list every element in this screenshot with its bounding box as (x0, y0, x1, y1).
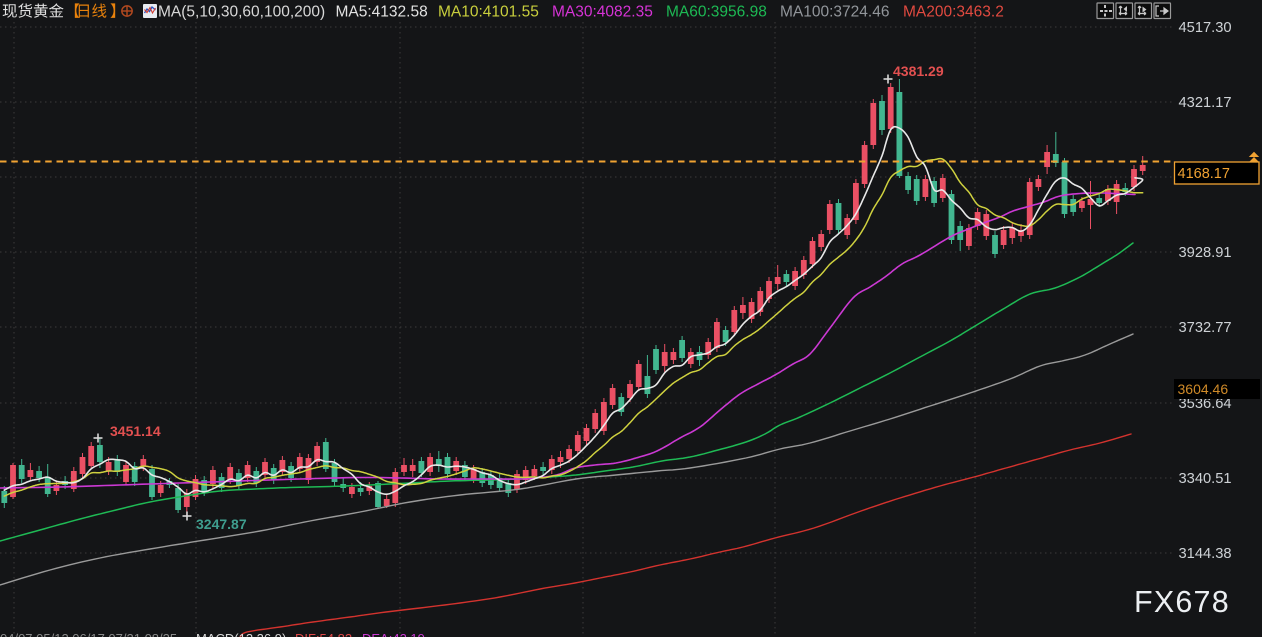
svg-text:MA100:3724.46: MA100:3724.46 (780, 4, 889, 21)
svg-text:DIF:54.82: DIF:54.82 (295, 631, 352, 637)
svg-text:MA5:4132.58: MA5:4132.58 (336, 4, 428, 21)
svg-text:3604.46: 3604.46 (1178, 381, 1229, 397)
svg-text:DEA:42.19: DEA:42.19 (362, 631, 425, 637)
svg-text:3340.51: 3340.51 (1179, 471, 1232, 487)
svg-text:4517.30: 4517.30 (1179, 20, 1232, 36)
svg-text:4381.29: 4381.29 (893, 63, 944, 79)
svg-text:3732.77: 3732.77 (1179, 320, 1232, 336)
svg-text:MA30:4082.35: MA30:4082.35 (552, 4, 653, 21)
svg-text:MA60:3956.98: MA60:3956.98 (666, 4, 767, 21)
svg-text:4168.17: 4168.17 (1178, 166, 1230, 182)
svg-text:3451.14: 3451.14 (110, 423, 161, 439)
svg-text:FX678: FX678 (1134, 585, 1230, 619)
svg-text:3144.38: 3144.38 (1179, 546, 1232, 562)
svg-text:MA10:4101.55: MA10:4101.55 (438, 4, 539, 21)
svg-text:MA(5,10,30,60,100,200): MA(5,10,30,60,100,200) (158, 4, 325, 21)
svg-text:3247.87: 3247.87 (196, 516, 247, 532)
svg-text:MACD(12,26,9): MACD(12,26,9) (196, 631, 286, 637)
svg-text:04/07 05/12 06/17 07/21 08/25: 04/07 05/12 06/17 07/21 08/25 (0, 631, 177, 637)
svg-text:4321.17: 4321.17 (1179, 95, 1232, 111)
svg-text:3928.91: 3928.91 (1179, 245, 1232, 261)
svg-text:MA200:3463.2: MA200:3463.2 (903, 4, 1004, 21)
svg-text:3536.64: 3536.64 (1179, 396, 1232, 412)
